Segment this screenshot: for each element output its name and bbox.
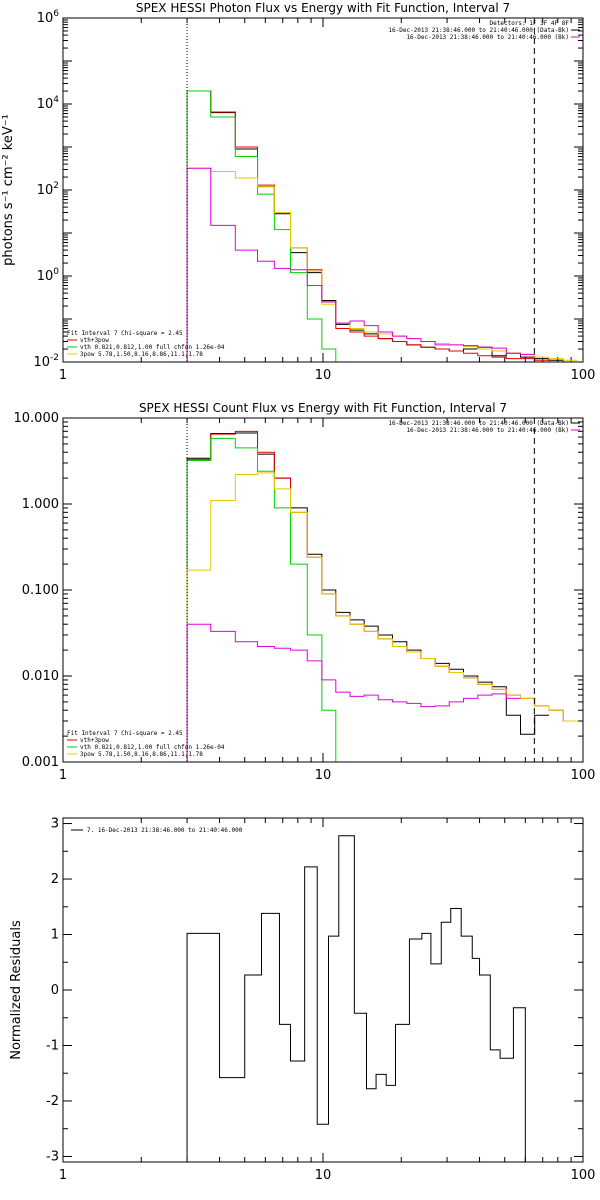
x-tick-label: 10 [315, 768, 332, 783]
x-tick-label: 1 [59, 368, 67, 383]
x-tick-label: 1 [59, 768, 67, 783]
y-tick-exponent: 4 [53, 95, 59, 105]
legend-entry: 7. 16-Dec-2013 21:38:46.000 to 21:40:46.… [87, 827, 243, 834]
series-vth-3pow [186, 90, 578, 362]
y-tick-label: 100 [37, 267, 60, 284]
y-tick-label: 1 [51, 928, 59, 943]
y-tick-exponent: -2 [50, 353, 59, 363]
y-tick-base: -1 [46, 1038, 59, 1053]
chart-title: SPEX HESSI Photon Flux vs Energy with Fi… [136, 1, 510, 15]
y-tick-base: 0.010 [22, 669, 59, 684]
series-bk [186, 623, 521, 762]
panel-2: SPEX HESSI Count Flux vs Energy with Fit… [14, 401, 596, 783]
legend-entry: vth+3pow [80, 737, 109, 744]
x-tick-label: 100 [571, 368, 596, 383]
legend-entry: Fit Interval 7 Chi-square = 2.45 [67, 330, 183, 337]
plot-frame [62, 417, 584, 763]
y-tick-base: 10 [37, 183, 54, 198]
legend-entry: 16-Dec-2013 21:38:46.000 to 21:40:46.000… [406, 427, 569, 434]
series-vth-3pow [186, 430, 578, 762]
plot-frame [62, 17, 584, 363]
legend-entry: Detectors: 1F 3F 4F 8F [490, 20, 570, 27]
series-3pow [186, 472, 578, 762]
series-data-bk [186, 432, 549, 762]
legend-entry: vth 0.821,0.812,1.00 full chfon 1.26e-04 [80, 744, 225, 751]
y-tick-label: 3 [51, 817, 59, 832]
y-tick-label: 0.100 [22, 583, 59, 598]
y-tick-label: 10-2 [33, 353, 59, 370]
y-tick-label: 1.000 [22, 497, 59, 512]
y-tick-exponent: 2 [53, 181, 59, 191]
series-bk [186, 167, 535, 362]
y-axis-label: Normalized Residuals [9, 920, 24, 1060]
y-tick-base: 10 [37, 97, 54, 112]
y-tick-base: 10 [33, 355, 50, 370]
y-tick-label: 0 [51, 983, 59, 998]
y-tick-label: 0.010 [22, 669, 59, 684]
y-tick-base: 10.000 [14, 411, 60, 426]
y-tick-base: 1.000 [22, 497, 59, 512]
y-tick-label: 102 [37, 181, 59, 198]
series-vth [186, 90, 350, 362]
y-tick-label: -3 [46, 1149, 59, 1164]
y-tick-exponent: 6 [53, 9, 59, 19]
legend-entry: 3pow 5.78,1.50,8.16,8.86,11.1,1.78 [80, 751, 203, 758]
x-tick-label: 100 [571, 768, 596, 783]
series-data-bk [186, 90, 578, 362]
y-tick-base: -3 [46, 1149, 59, 1164]
series-3pow [186, 167, 578, 362]
legend-entry: Fit Interval 7 Chi-square = 2.45 [67, 730, 183, 737]
legend-entry: 3pow 5.78,1.50,8.16,8.86,11.1,1.78 [80, 351, 203, 358]
chart-title: SPEX HESSI Count Flux vs Energy with Fit… [139, 401, 507, 415]
legend-entry: vth 0.821,0.812,1.00 full chfon 1.26e-04 [80, 344, 225, 351]
x-tick-label: 1 [59, 1168, 67, 1183]
y-tick-base: 0.100 [22, 583, 59, 598]
y-tick-base: 0.001 [22, 755, 59, 770]
y-tick-base: 2 [51, 872, 59, 887]
series-vth [186, 437, 350, 762]
panel-1: SPEX HESSI Photon Flux vs Energy with Fi… [1, 1, 595, 383]
y-tick-base: -2 [46, 1094, 59, 1109]
y-tick-base: 10 [37, 11, 54, 26]
x-tick-label: 10 [315, 368, 332, 383]
y-tick-base: 0 [51, 983, 59, 998]
y-tick-label: 10.000 [14, 411, 60, 426]
y-tick-base: 1 [51, 928, 59, 943]
y-tick-exponent: 0 [53, 267, 59, 277]
y-tick-label: 2 [51, 872, 59, 887]
legend-entry: 16-Dec-2013 21:38:46.000 to 21:40:46.000… [388, 27, 569, 34]
y-tick-base: 3 [51, 817, 59, 832]
y-axis-label: photons s⁻¹ cm⁻² keV⁻¹ [1, 114, 16, 266]
x-tick-label: 100 [571, 1168, 596, 1183]
y-tick-label: 106 [37, 9, 60, 26]
legend-entry: vth+3pow [80, 337, 109, 344]
series-residuals [186, 835, 526, 1162]
y-tick-base: 10 [37, 269, 54, 284]
x-tick-label: 10 [315, 1168, 332, 1183]
y-tick-label: 0.001 [22, 755, 59, 770]
plot-frame [62, 817, 584, 1163]
y-tick-label: 104 [37, 95, 60, 112]
legend-entry: 16-Dec-2013 21:38:46.000 to 21:40:46.000… [388, 420, 569, 427]
y-tick-label: -2 [46, 1094, 59, 1109]
legend-entry: 16-Dec-2013 21:38:46.000 to 21:40:46.000… [406, 34, 569, 41]
panel-3: Normalized Residuals 1 10 100 -3 -2 -1 0 1 2 3 7. 1… [9, 817, 595, 1183]
y-tick-label: -1 [46, 1038, 59, 1053]
